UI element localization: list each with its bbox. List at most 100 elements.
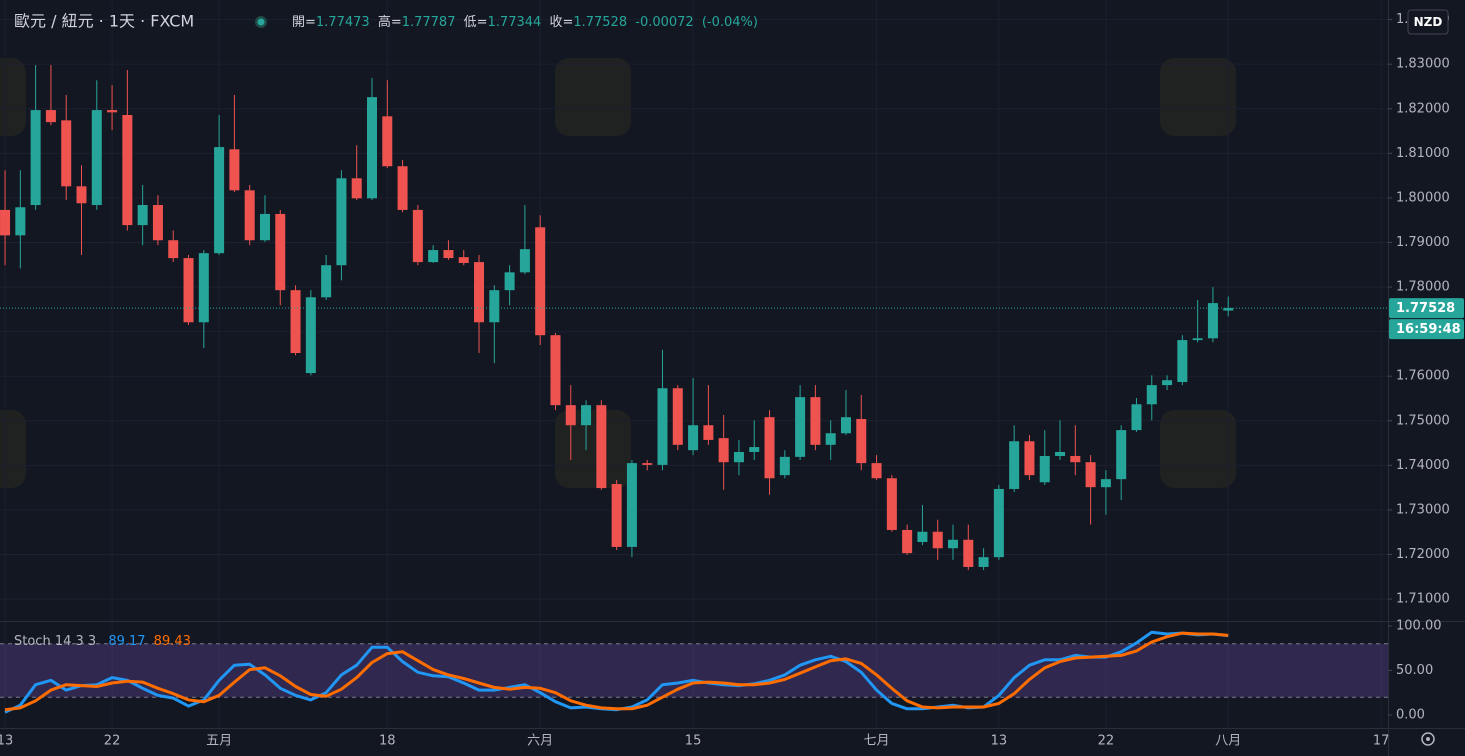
candle-body — [76, 186, 87, 204]
candle-body — [779, 456, 790, 476]
marks — [0, 65, 1388, 714]
candle-body — [764, 417, 775, 479]
candle-body — [443, 250, 454, 259]
y-tick-label: 1.75000 — [1396, 413, 1450, 428]
y-tick-label: 1.79000 — [1396, 235, 1450, 250]
candle-body — [703, 425, 714, 440]
candle-body — [672, 388, 683, 445]
candle-body — [107, 110, 118, 113]
x-tick-label: 22 — [1098, 734, 1115, 749]
last-price-tag — [1389, 298, 1464, 319]
candle-body — [61, 120, 72, 187]
settings-icon[interactable] — [1421, 732, 1435, 746]
candle-body — [183, 258, 194, 323]
watermarks — [0, 58, 1236, 488]
stoch-legend: Stoch 14 3 3 89.17 89.43 — [14, 634, 191, 649]
candle-body — [718, 438, 729, 463]
y-tick-label: 1.72000 — [1396, 547, 1450, 562]
stoch-title: Stoch 14 3 3 — [14, 634, 96, 649]
x-tick-label: 13 — [0, 734, 13, 749]
candle-body — [1070, 455, 1081, 463]
currency-label: NZD — [1414, 15, 1443, 29]
x-tick-label: 22 — [104, 734, 121, 749]
y-tick-label: 1.73000 — [1396, 502, 1450, 517]
x-tick-label: 五月 — [206, 734, 232, 749]
candle-body — [229, 149, 240, 191]
stoch-k-value: 89.17 — [108, 634, 145, 649]
candle-body — [519, 249, 530, 273]
stoch-tick-label: 0.00 — [1396, 708, 1425, 723]
candle-body — [871, 463, 882, 479]
watermark — [1160, 410, 1236, 488]
open-label: 開= — [292, 15, 316, 30]
y-tick-label: 1.81000 — [1396, 146, 1450, 161]
candle-body — [382, 116, 393, 167]
x-tick-label: 18 — [379, 734, 396, 749]
high-label: 高= — [378, 14, 402, 30]
candle-body — [275, 213, 286, 291]
candle-body — [1146, 385, 1157, 405]
candle-body — [198, 253, 209, 323]
candle-body — [1009, 441, 1020, 489]
y-tick-label: 1.76000 — [1396, 369, 1450, 384]
symbol-title: 歐元 / 紐元 · 1天 · FXCM — [14, 12, 194, 31]
candle-body — [642, 463, 653, 465]
candle-body — [1024, 441, 1035, 476]
candle-body — [1100, 479, 1111, 488]
y-tick-label: 1.71000 — [1396, 592, 1450, 607]
open-value: 1.77473 — [316, 15, 370, 30]
status-dot — [257, 18, 265, 26]
candle-body — [856, 418, 867, 464]
candle-body — [259, 213, 270, 241]
stoch-d-value: 89.43 — [154, 634, 191, 649]
candle-body — [902, 529, 913, 554]
ohlc-legend: 開=1.77473 高=1.77787 低=1.77344 收=1.77528 … — [292, 14, 758, 30]
candle-body — [1207, 303, 1218, 339]
x-tick-label: 17 — [1373, 734, 1390, 749]
candle-body — [948, 539, 959, 549]
candle-body — [351, 178, 362, 199]
candle-body — [1192, 338, 1203, 341]
change-percent: (-0.04%) — [702, 15, 758, 30]
candle-body — [550, 335, 561, 406]
y-tick-label: 1.83000 — [1396, 57, 1450, 72]
candle-body — [168, 240, 179, 259]
candle-body — [565, 405, 576, 426]
candle-body — [366, 97, 377, 199]
candle-body — [0, 209, 11, 236]
candle-body — [581, 405, 592, 426]
candle-body — [458, 257, 469, 263]
candle-body — [214, 147, 225, 254]
last-price-label: 1.77528 — [1396, 301, 1455, 316]
y-tick-label: 1.74000 — [1396, 458, 1450, 473]
stoch-band — [0, 643, 1388, 698]
candle-body — [733, 451, 744, 463]
watermark — [0, 410, 26, 488]
candle-body — [596, 405, 607, 489]
overlay: 歐元 / 紐元 · 1天 · FXCM 開=1.77473 高=1.77787 … — [14, 9, 1464, 746]
watermark — [0, 58, 26, 136]
candle-body — [1223, 308, 1234, 311]
candle-body — [611, 484, 622, 547]
watermark — [555, 410, 631, 488]
watermark — [1160, 58, 1236, 136]
candle-body — [290, 290, 301, 354]
candle-body — [840, 417, 851, 434]
settings-gear — [1421, 732, 1435, 746]
candle-body — [321, 265, 332, 298]
candle-body — [1116, 430, 1127, 480]
x-tick-label: 15 — [685, 734, 702, 749]
candle-body — [336, 178, 347, 266]
countdown-label: 16:59:48 — [1396, 322, 1461, 337]
currency-badge[interactable] — [1407, 9, 1449, 35]
candle-body — [122, 114, 133, 226]
candle-body — [993, 488, 1004, 558]
close-label: 收= — [549, 15, 573, 30]
candle-body — [1131, 404, 1142, 431]
candle-body — [1085, 462, 1096, 488]
candle-body — [412, 209, 423, 263]
candle-body — [1055, 451, 1066, 456]
